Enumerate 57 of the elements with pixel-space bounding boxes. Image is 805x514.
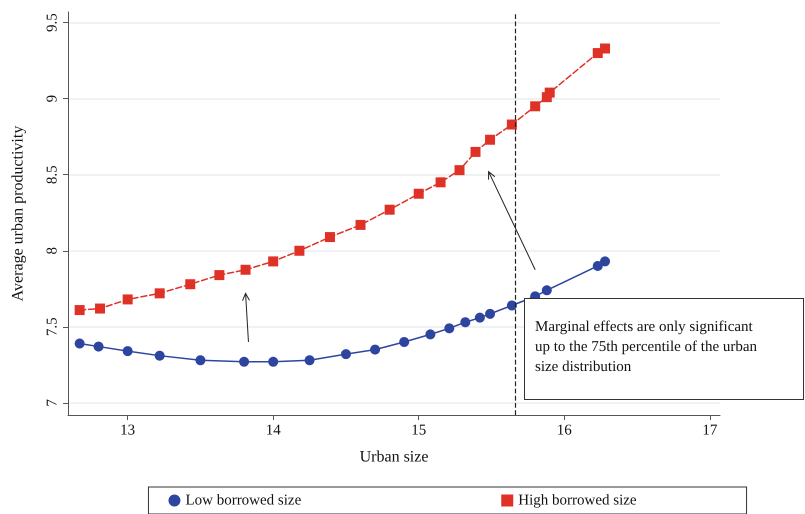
point <box>444 323 454 334</box>
point <box>356 220 366 230</box>
y-tick-label: 7.5 <box>44 317 60 336</box>
y-tick-label: 7 <box>44 398 60 407</box>
point <box>304 355 315 366</box>
point <box>506 120 517 130</box>
point <box>460 317 470 328</box>
point <box>154 350 165 361</box>
point <box>154 288 165 298</box>
point <box>95 304 106 314</box>
point <box>399 337 410 347</box>
point <box>474 312 485 323</box>
y-axis-title: Average urban productivity <box>10 126 26 302</box>
point <box>74 305 85 316</box>
legend-label: High borrowed size <box>518 492 637 508</box>
note-box: Marginal effects are only significant up to the 75th percentile of the urban size distribution <box>524 298 804 400</box>
point <box>324 232 335 242</box>
x-tick-label: 16 <box>556 422 572 438</box>
x-tick-label: 14 <box>266 422 282 438</box>
point <box>485 308 496 319</box>
point <box>122 346 133 356</box>
point <box>544 88 555 98</box>
x-tick-label: 17 <box>702 422 718 438</box>
point <box>542 285 552 296</box>
point <box>414 188 424 199</box>
y-tick-label: 9.5 <box>44 13 60 32</box>
point <box>294 246 304 256</box>
x-tick-label: 13 <box>120 422 136 438</box>
point <box>425 329 436 340</box>
point <box>592 260 603 271</box>
y-tick-label: 8.5 <box>44 165 60 184</box>
point <box>600 256 610 266</box>
point <box>340 349 351 360</box>
point <box>384 204 395 215</box>
x-axis-title: Urban size <box>360 448 428 466</box>
point <box>454 165 464 176</box>
point <box>470 146 480 157</box>
y-tick-label: 9 <box>44 94 60 102</box>
point <box>436 177 446 188</box>
point <box>185 279 196 290</box>
legend-label: Low borrowed size <box>185 492 302 508</box>
point <box>214 270 224 280</box>
point <box>240 264 251 275</box>
x-tick-label: 15 <box>411 422 426 438</box>
point <box>122 294 133 304</box>
point <box>485 134 496 145</box>
point <box>74 338 85 349</box>
point <box>268 256 278 266</box>
point <box>370 344 380 355</box>
point <box>600 44 610 54</box>
point <box>239 356 250 367</box>
point <box>94 342 104 352</box>
point <box>268 356 278 367</box>
y-tick-label: 8 <box>44 247 60 255</box>
point <box>195 355 206 366</box>
point <box>506 300 517 311</box>
point <box>530 101 540 112</box>
